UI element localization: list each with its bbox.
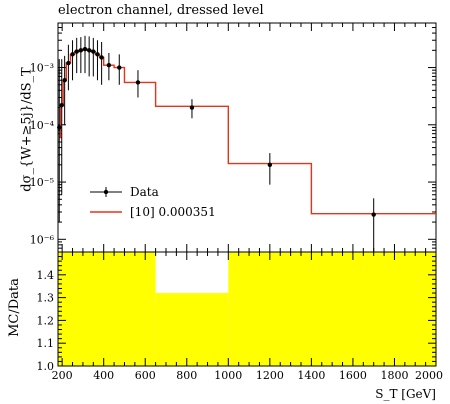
main-ytick-label-3: 10⁻⁶ [30,233,55,246]
ratio-ytick-label-0: 1.0 [37,360,55,373]
data-point-0 [57,125,62,130]
ratio-xtick-label-3: 800 [176,369,197,382]
ratio-panel: 200 400 600 800 1000 1200 1400 1600 1800 2000 1.0 1… [37,251,443,401]
ratio-xtick-label-6: 1400 [297,369,325,382]
data-point-4 [70,52,75,57]
ratio-xtick-label-5: 1200 [256,369,284,382]
data-point-16 [267,162,273,168]
legend-mc-label: [10] 0.000351 [130,205,216,219]
data-point-2 [62,78,67,83]
data-point-14 [135,80,141,85]
data-point-9 [91,49,96,54]
data-point-12 [106,62,112,68]
ratio-band-segment-0 [58,252,156,366]
ratio-ytick-label-4: 1.4 [37,269,55,282]
data-point-13 [117,65,122,70]
data-point-8 [86,48,92,53]
data-point-15 [189,105,195,110]
ratio-xtick-label-1: 400 [93,369,114,382]
ratio-xlabel: S_T [GeV] [375,387,436,401]
data-point-17 [371,212,376,217]
data-point-6 [78,48,84,53]
main-ytick-label-0: 10⁻³ [30,62,54,75]
ratio-ytick-label-2: 1.2 [37,314,55,327]
data-point-11 [99,55,104,60]
data-point-3 [66,60,71,66]
ratio-xtick-label-8: 1800 [380,369,408,382]
data-point-5 [74,49,79,54]
legend-data-marker [103,189,109,195]
mc-step-line [58,48,436,215]
main-ytick-label-1: 10⁻⁴ [30,119,55,132]
ratio-ytick-label-1: 1.1 [37,337,55,350]
ratio-xtick-label-0: 200 [52,369,73,382]
main-frame [57,22,437,253]
data-point-7 [82,46,88,52]
legend-data-label: Data [130,185,159,199]
ratio-ytick-label-3: 1.3 [37,292,55,305]
ratio-xtick-label-9: 2000 [415,369,443,382]
ratio-band-segment-1 [155,293,229,366]
data-point-1 [59,102,64,108]
ratio-xtick-label-2: 600 [135,369,156,382]
ratio-xtick-label-4: 1000 [214,369,242,382]
main-ytick-label-2: 10⁻⁵ [30,176,54,189]
plot-title: electron channel, dressed level [58,3,264,18]
ratio-band-segment-2 [228,252,436,366]
main-panel: 10⁻³ 10⁻⁴ 10⁻⁵ 10⁻⁶ Data [10] 0.000351 [30,22,437,253]
data-point-10 [95,52,100,57]
ratio-xtick-label-7: 1600 [339,369,367,382]
